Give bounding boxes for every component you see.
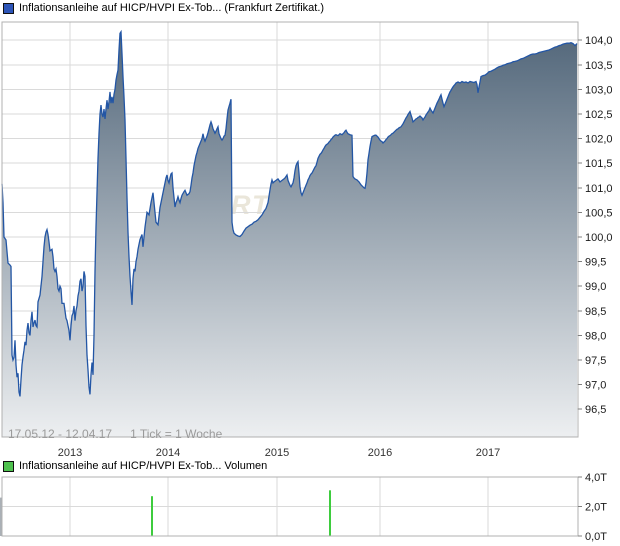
- volume-y-axis-labels: 4,0T 2,0T 0,0T: [585, 472, 607, 543]
- x-axis-year-labels: 2013 2014 2015 2016 2017: [58, 447, 500, 459]
- price-area: [2, 31, 577, 437]
- volume-bar: [151, 496, 153, 536]
- x-axis-year-label: 2015: [265, 447, 289, 459]
- volume-panel: 4,0T 2,0T 0,0T: [0, 472, 607, 543]
- volume-axis-ticks: [578, 476, 582, 537]
- volume-gridlines: [2, 477, 578, 536]
- volume-bar: [329, 490, 331, 536]
- price-y-tick-label: 99,5: [585, 257, 606, 269]
- price-plot-border: [1, 21, 579, 438]
- date-range-label: 17.05.12 - 12.04.17: [8, 427, 113, 441]
- price-legend: Inflationsanleihe auf HICP/HVPI Ex-Tob..…: [3, 2, 324, 14]
- price-y-tick-label: 97,5: [585, 355, 606, 367]
- volume-series-marker-icon: [3, 460, 14, 472]
- price-y-tick-label: 102,5: [585, 109, 613, 121]
- x-axis-year-label: 2017: [476, 447, 500, 459]
- price-y-tick-label: 98,5: [585, 306, 606, 318]
- volume-bars: [0, 490, 331, 536]
- x-axis-year-label: 2014: [156, 447, 180, 459]
- volume-y-tick-label: 0,0T: [585, 531, 607, 543]
- x-axis-year-label: 2013: [58, 447, 82, 459]
- tick-interval-label: 1 Tick = 1 Woche: [130, 427, 223, 441]
- chart-footer: 17.05.12 - 12.04.17 1 Tick = 1 Woche: [8, 427, 222, 441]
- price-y-tick-label: 99,0: [585, 281, 606, 293]
- price-y-tick-label: 96,5: [585, 404, 606, 416]
- price-y-tick-label: 102,0: [585, 134, 613, 146]
- price-legend-label: Inflationsanleihe auf HICP/HVPI Ex-Tob..…: [19, 2, 325, 14]
- price-y-tick-label: 103,0: [585, 84, 613, 96]
- price-y-tick-label: 100,0: [585, 232, 613, 244]
- price-y-tick-label: 101,5: [585, 158, 613, 170]
- x-axis-year-label: 2016: [368, 447, 392, 459]
- price-y-axis-labels: 104,0 103,5 103,0 102,5 102,0 101,5 101,0 100,5…: [585, 35, 613, 416]
- price-y-tick-label: 103,5: [585, 60, 613, 72]
- price-line: [1, 29, 578, 397]
- price-y-tick-label: 100,5: [585, 207, 613, 219]
- price-panel: ZERTIFIKATE104,0103,5103,0102,5102,0101,…: [1, 21, 613, 459]
- volume-y-tick-label: 4,0T: [585, 472, 607, 484]
- volume-legend: Inflationsanleihe auf HICP/HVPI Ex-Tob..…: [3, 460, 267, 472]
- price-y-tick-label: 104,0: [585, 35, 613, 47]
- price-y-tick-label: 98,0: [585, 330, 606, 342]
- volume-legend-label: Inflationsanleihe auf HICP/HVPI Ex-Tob..…: [19, 460, 268, 472]
- price-y-tick-label: 101,0: [585, 183, 613, 195]
- price-axis-ticks: [578, 39, 582, 410]
- volume-y-tick-label: 2,0T: [585, 502, 607, 514]
- volume-bar: [0, 497, 2, 536]
- price-y-tick-label: 97,0: [585, 380, 606, 392]
- price-series-marker-icon: [3, 2, 14, 14]
